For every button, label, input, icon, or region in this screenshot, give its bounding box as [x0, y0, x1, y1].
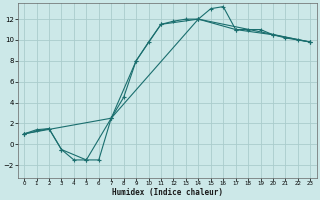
- X-axis label: Humidex (Indice chaleur): Humidex (Indice chaleur): [112, 188, 223, 197]
